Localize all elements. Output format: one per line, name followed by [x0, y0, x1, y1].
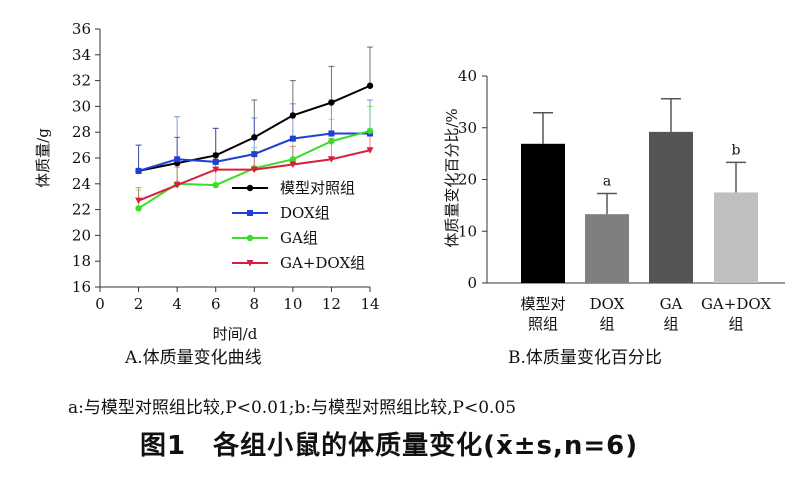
category-label: 组 — [663, 315, 678, 333]
legend-label: 模型对照组 — [280, 179, 355, 197]
bar — [521, 143, 565, 283]
y-tick-label: 34 — [72, 46, 91, 64]
data-point — [135, 167, 142, 174]
y-tick-label: 30 — [72, 97, 91, 115]
data-point — [366, 147, 374, 154]
category-label: 组 — [728, 315, 743, 333]
y-axis-title: 体质量/g — [34, 128, 52, 188]
category-label: GA+DOX — [701, 295, 771, 313]
legend-marker — [247, 210, 253, 216]
data-point — [174, 156, 181, 163]
significance-note: a:与模型对照组比较,P<0.01;b:与模型对照组比较,P<0.05 — [68, 398, 517, 418]
bar — [585, 214, 629, 283]
data-point — [366, 82, 374, 89]
data-point — [328, 130, 335, 137]
y-tick-label: 10 — [458, 222, 477, 240]
category-label: DOX — [590, 295, 625, 313]
data-point — [289, 161, 297, 168]
figure-title: 图1 各组小鼠的体质量变化(x̄±s,n=6) — [140, 431, 639, 461]
x-tick-label: 0 — [95, 295, 105, 313]
y-tick-label: 36 — [72, 20, 91, 38]
legend-marker — [246, 184, 254, 192]
category-label: 照组 — [528, 315, 558, 333]
caption-b: B.体质量变化百分比 — [508, 348, 662, 368]
y-tick-label: 32 — [72, 72, 91, 90]
category-label: 模型对 — [520, 295, 565, 313]
y-tick-label: 28 — [72, 123, 91, 141]
x-tick-label: 12 — [322, 295, 341, 313]
x-tick-label: 2 — [134, 295, 144, 313]
y-tick-label: 20 — [72, 226, 91, 244]
x-tick-label: 10 — [283, 295, 302, 313]
significance-letter: a — [603, 173, 611, 189]
data-point — [250, 166, 258, 174]
category-label: 组 — [599, 315, 614, 333]
y-tick-label: 22 — [72, 201, 91, 219]
bar-chart-weight-change-percent: 0 10 20 30 40 体质量变化百分比/% 模型对照组 a DOX 组 GA 组 b GA+DOX 组 — [443, 67, 785, 333]
y-tick-label: 30 — [458, 119, 477, 137]
y-tick-label: 40 — [458, 67, 477, 85]
caption-a: A.体质量变化曲线 — [125, 348, 262, 368]
data-point — [135, 205, 142, 212]
data-point — [289, 156, 297, 163]
data-point — [366, 127, 374, 135]
x-tick-label: 8 — [250, 295, 260, 313]
data-point — [251, 134, 258, 141]
data-point — [328, 99, 335, 106]
data-point — [212, 166, 220, 174]
data-point — [212, 181, 219, 189]
legend-label: GA组 — [280, 229, 318, 247]
y-tick-label: 24 — [72, 175, 91, 193]
legend-label: DOX组 — [280, 204, 330, 222]
y-tick-label: 18 — [72, 252, 91, 270]
bar — [649, 131, 693, 283]
y-tick-label: 16 — [72, 278, 91, 296]
x-tick-label: 4 — [172, 295, 182, 313]
y-tick-label: 20 — [458, 171, 477, 189]
data-point — [173, 182, 181, 189]
significance-letter: b — [732, 142, 741, 158]
data-point — [289, 112, 297, 119]
data-point — [327, 156, 335, 163]
data-point — [328, 138, 335, 145]
x-axis-title: 时间/d — [213, 325, 258, 343]
category-label: GA — [660, 295, 683, 313]
legend-marker — [246, 234, 254, 242]
data-point — [289, 135, 296, 142]
y-tick-label: 26 — [72, 149, 91, 167]
x-tick-label: 14 — [360, 295, 379, 313]
legend-label: GA+DOX组 — [280, 254, 365, 272]
data-point — [251, 151, 258, 158]
data-point — [212, 152, 219, 159]
legend-marker — [246, 260, 254, 267]
data-point — [135, 197, 143, 205]
bar — [714, 192, 758, 283]
y-tick-label: 0 — [467, 274, 477, 292]
data-point — [212, 158, 219, 165]
x-tick-label: 6 — [211, 295, 221, 313]
y-axis-title: 体质量变化百分比/% — [443, 108, 461, 247]
